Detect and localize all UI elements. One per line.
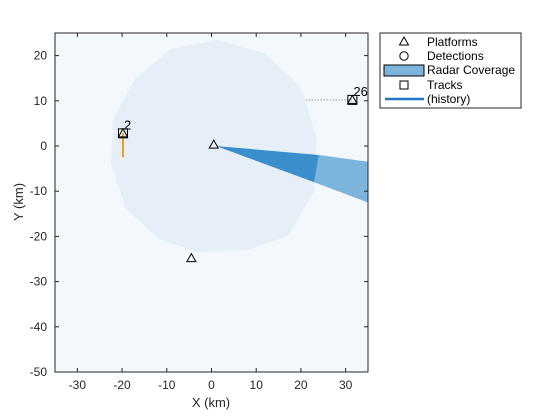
legend-platforms-triangle-icon	[398, 35, 410, 46]
track-label: 2	[124, 117, 131, 132]
track-marker	[347, 94, 358, 105]
legend-item-detections: Detections	[427, 49, 484, 63]
x-tick-label: -20	[113, 378, 131, 392]
y-tick-label: 0	[40, 139, 47, 153]
y-axis-label: Y (km)	[11, 183, 26, 221]
radar-beam-outer	[314, 155, 368, 203]
y-tick-label: -30	[30, 275, 48, 289]
platform-marker	[208, 139, 220, 149]
legend-radar-coverage-patch-icon	[383, 64, 425, 77]
x-tick-label: 30	[339, 378, 353, 392]
track-marker	[117, 128, 128, 139]
platform-marker	[186, 252, 197, 263]
x-tick-label: 0	[208, 378, 215, 392]
axis-ticks: -30 -20 -10 0 10 20 30 -50 -40 -30 -20 -10 0 10 20	[30, 33, 368, 392]
y-tick-label: -40	[30, 320, 48, 334]
x-tick-label: 10	[250, 378, 264, 392]
radar-beam-inner	[216, 146, 319, 183]
legend-tracks-square-icon	[399, 80, 409, 90]
legend: Platforms Detections Radar Coverage Trac…	[379, 32, 522, 109]
y-tick-label: -10	[30, 184, 48, 198]
x-tick-label: -30	[69, 378, 87, 392]
x-tick-label: 20	[294, 378, 308, 392]
plot-area: 2 264	[110, 39, 375, 263]
legend-item-tracks: Tracks	[427, 78, 463, 92]
x-tick-label: -10	[158, 378, 176, 392]
track-label: 264	[353, 84, 375, 99]
legend-item-history: (history)	[427, 92, 470, 106]
y-tick-label: 10	[34, 94, 48, 108]
y-tick-label: 20	[34, 49, 48, 63]
legend-detections-circle-icon	[399, 51, 409, 61]
radar-coverage-region	[110, 39, 317, 253]
platform-marker	[346, 94, 358, 104]
legend-item-platforms: Platforms	[427, 35, 478, 49]
legend-item-radar-coverage: Radar Coverage	[427, 63, 515, 77]
x-axis-label: X (km)	[192, 395, 230, 410]
platform-marker	[117, 127, 129, 138]
y-tick-label: -50	[30, 365, 48, 379]
y-tick-label: -20	[30, 229, 48, 243]
